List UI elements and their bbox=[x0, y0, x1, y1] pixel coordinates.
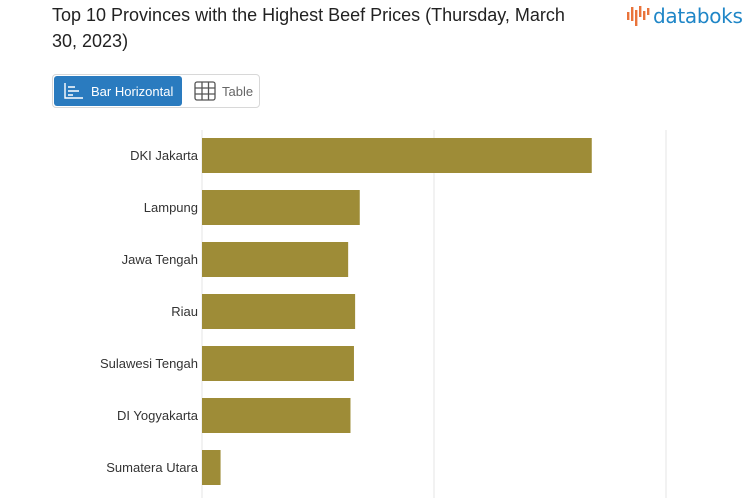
chart-title: Top 10 Provinces with the Highest Beef P… bbox=[52, 5, 565, 51]
bar-sumatera-utara bbox=[202, 450, 221, 485]
category-label: Lampung bbox=[144, 200, 198, 215]
category-label: DI Yogyakarta bbox=[117, 408, 199, 423]
table-button[interactable]: Table bbox=[182, 75, 253, 107]
brand-name: databoks bbox=[653, 4, 743, 28]
view-toggle: Bar Horizontal Table bbox=[52, 74, 260, 108]
category-label: Jawa Tengah bbox=[122, 252, 198, 267]
table-icon bbox=[194, 81, 216, 101]
bar-jawa-tengah bbox=[202, 242, 349, 277]
category-label: Sumatera Utara bbox=[106, 460, 199, 475]
category-label: Sulawesi Tengah bbox=[100, 356, 198, 371]
bar-riau bbox=[202, 294, 356, 329]
bar-chart-icon bbox=[64, 83, 83, 99]
table-label: Table bbox=[222, 83, 254, 99]
bar-horizontal-button[interactable]: Bar Horizontal bbox=[54, 76, 182, 106]
bar-horizontal-label: Bar Horizontal bbox=[91, 83, 174, 99]
bar-lampung bbox=[202, 190, 360, 225]
databoks-logo[interactable]: databoks bbox=[626, 2, 743, 30]
bar-di-yogyakarta bbox=[202, 398, 351, 433]
databoks-logo-icon bbox=[627, 6, 650, 26]
category-label: DKI Jakarta bbox=[130, 148, 199, 163]
category-label: Riau bbox=[171, 304, 198, 319]
bar-dki-jakarta bbox=[202, 138, 592, 173]
bar-sulawesi-tengah bbox=[202, 346, 354, 381]
